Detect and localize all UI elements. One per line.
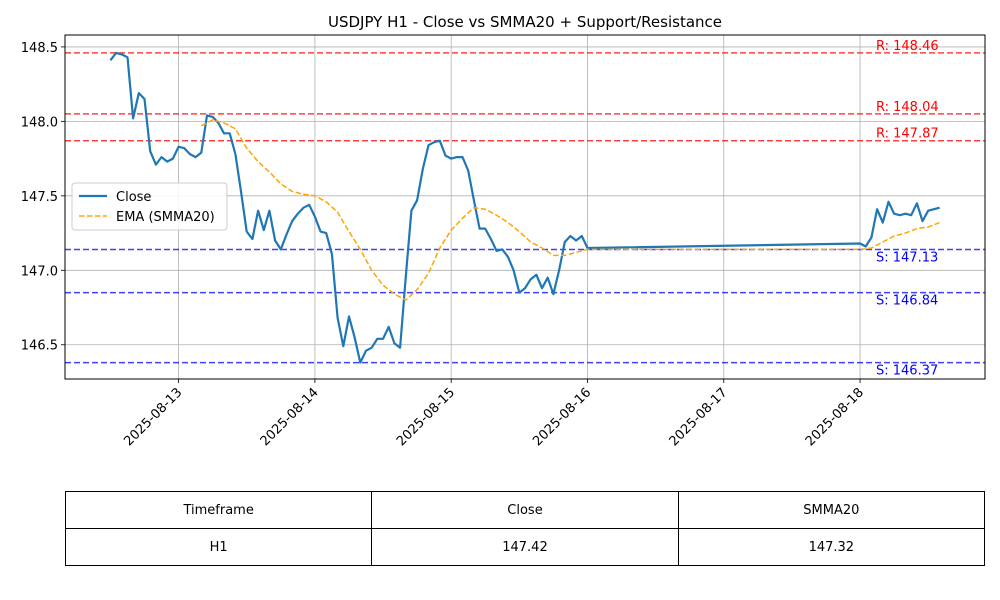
y-tick-label: 148.0 <box>21 115 58 130</box>
header-close: Close <box>371 491 679 529</box>
header-smma20: SMMA20 <box>677 491 986 529</box>
support-level-label: S: 146.37 <box>876 364 938 379</box>
x-tick-label: 2025-08-16 <box>530 385 594 449</box>
x-tick-label: 2025-08-13 <box>121 385 185 449</box>
cell-timeframe: H1 <box>64 528 373 566</box>
support-level-label: S: 146.84 <box>876 294 938 309</box>
chart-title: USDJPY H1 - Close vs SMMA20 + Support/Re… <box>328 13 722 31</box>
summary-table: Timeframe Close SMMA20 H1 147.42 147.32 <box>64 491 986 566</box>
legend-label: EMA (SMMA20) <box>116 210 215 225</box>
cell-smma20: 147.32 <box>677 528 986 566</box>
resistance-level-label: R: 148.04 <box>876 100 939 115</box>
legend-box <box>71 182 228 231</box>
close-series-line <box>109 51 940 364</box>
resistance-level-label: R: 147.87 <box>876 127 939 142</box>
y-tick-label: 146.5 <box>21 339 58 354</box>
y-tick-label: 148.5 <box>21 41 58 56</box>
chart-figure: USDJPY H1 - Close vs SMMA20 + Support/Re… <box>21 13 986 449</box>
table-row: H1 147.42 147.32 <box>64 528 986 566</box>
series-lines <box>109 51 940 364</box>
legend-label: Close <box>116 190 151 205</box>
y-tick-label: 147.5 <box>21 190 58 205</box>
plot-area-frame <box>64 34 986 380</box>
resistance-level-label: R: 148.46 <box>876 39 939 54</box>
table-header-row: Timeframe Close SMMA20 <box>64 491 986 529</box>
x-tick-label: 2025-08-18 <box>803 385 867 449</box>
x-tick-label: 2025-08-14 <box>258 385 322 449</box>
x-tick-label: 2025-08-17 <box>667 385 731 449</box>
support-level-label: S: 147.13 <box>876 250 938 265</box>
header-timeframe: Timeframe <box>64 491 373 529</box>
legend: Close EMA (SMMA20) <box>71 182 228 231</box>
y-tick-label: 147.0 <box>21 264 58 279</box>
smma20-series-line <box>200 119 940 301</box>
x-tick-label: 2025-08-15 <box>394 385 458 449</box>
level-labels: R: 148.46 R: 148.04 R: 147.87 S: 147.13 S: 1… <box>876 39 939 379</box>
cell-close: 147.42 <box>371 528 679 566</box>
